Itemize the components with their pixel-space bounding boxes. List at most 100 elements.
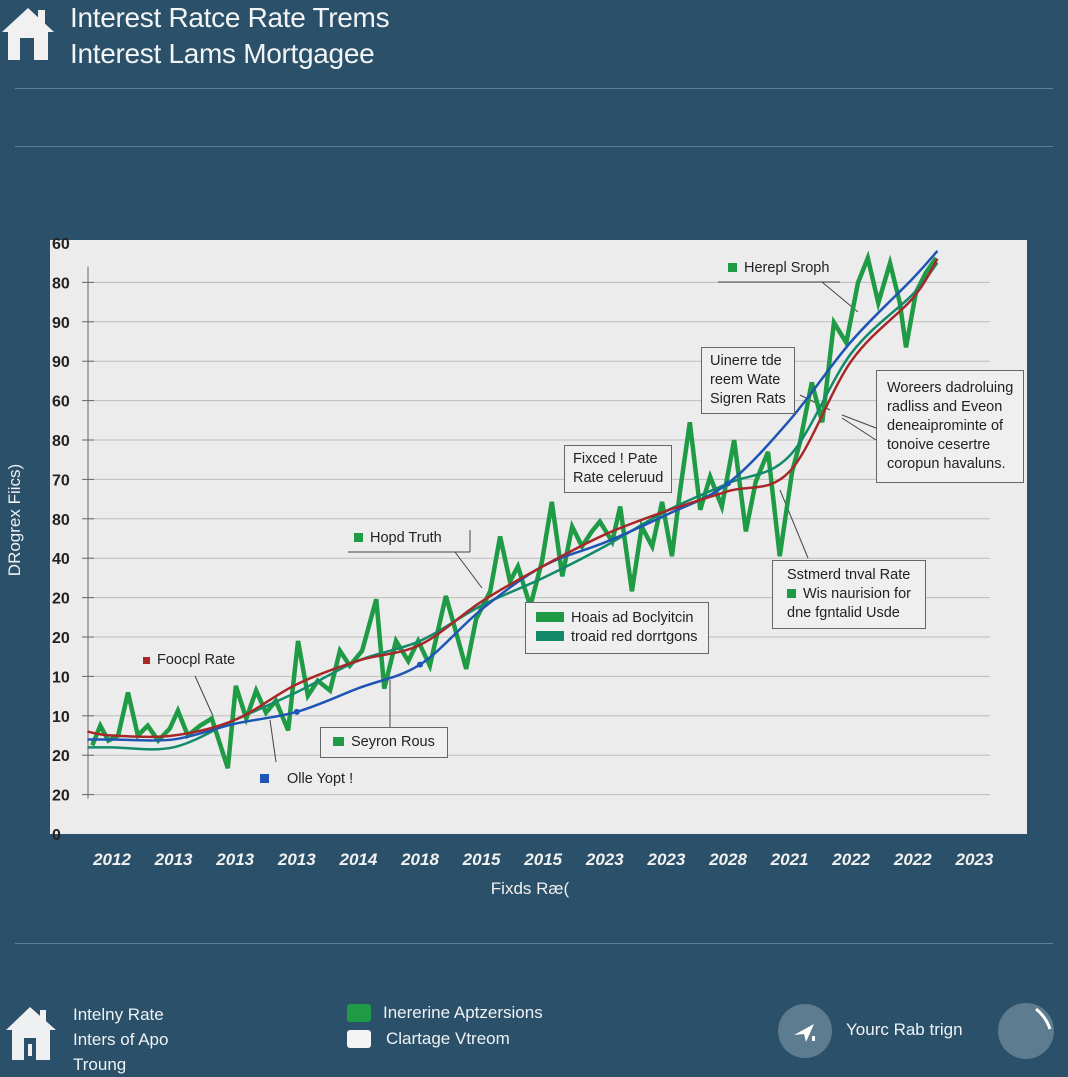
- send-icon: [794, 1024, 815, 1042]
- annotation-text: Sstmerd tnval Rate: [787, 567, 911, 583]
- divider: [15, 943, 1053, 944]
- leader-line: [841, 414, 877, 429]
- y-tick-label: 20: [52, 788, 70, 805]
- y-tick-label: 10: [52, 709, 70, 726]
- y-tick-label: 0: [52, 827, 61, 844]
- green-marker: [354, 533, 363, 542]
- y-tick-label: 10: [52, 669, 70, 686]
- annotation-text: Olle Yopt !: [287, 771, 354, 787]
- data-point: [417, 661, 423, 668]
- page-subtitle: Interest Lams Mortgagee: [70, 38, 375, 69]
- footer-text: Intelny Rate Inters of Apo Troung: [73, 1002, 168, 1077]
- annotation-text: reem Wate: [710, 372, 781, 388]
- annotation-text: deneaiprominte of: [887, 418, 1004, 434]
- legend-box: Hoais ad Boclyitcin troaid red dorrtgons: [525, 602, 709, 654]
- x-tick-label: 2018: [400, 850, 439, 869]
- annotation-seyron: Seyron Rous: [320, 727, 448, 758]
- annotation-olle: Olle Yopt !: [260, 770, 353, 789]
- y-tick-label: 90: [52, 354, 70, 371]
- legend-swatch-teal: [536, 631, 564, 641]
- y-tick-label: 70: [52, 472, 70, 489]
- y-tick-label: 80: [52, 275, 70, 292]
- annotation-foocpl: Foocpl Rate: [143, 651, 235, 670]
- legend-swatch-white: [347, 1030, 371, 1048]
- footer-line: Troung: [73, 1055, 127, 1074]
- x-tick-label: 2013: [215, 850, 254, 869]
- series-line: [90, 250, 939, 769]
- annotation-text: Wis naurision for: [803, 586, 911, 602]
- annotation-text: Fixced ! Pate: [573, 451, 658, 467]
- legend-label: Clartage Vtreom: [386, 1029, 510, 1048]
- x-tick-label: 2015: [462, 850, 501, 869]
- annotation-text: Hopd Truth: [370, 530, 442, 546]
- y-tick-label: 20: [52, 748, 70, 765]
- legend-swatch-green: [347, 1004, 371, 1022]
- x-tick-label: 2014: [338, 850, 377, 869]
- y-tick-label: 60: [52, 236, 70, 253]
- blue-marker: [260, 774, 269, 783]
- x-tick-label: 2022: [831, 850, 870, 869]
- annotation-text: tonoive cesertre: [887, 437, 991, 453]
- green-marker: [333, 737, 344, 746]
- leader-line: [779, 489, 809, 559]
- y-tick-label: 60: [52, 394, 70, 411]
- legend-label: troaid red dorrtgons: [571, 629, 698, 645]
- send-button[interactable]: [778, 1004, 832, 1058]
- x-tick-label: 2012: [92, 850, 131, 869]
- data-point: [293, 708, 300, 715]
- x-tick-label: 2015: [523, 850, 562, 869]
- data-point: [725, 480, 731, 487]
- leader-line: [841, 417, 877, 441]
- y-tick-label: 20: [52, 591, 70, 608]
- green-marker: [728, 263, 737, 272]
- legend-label: Inererine Aptzersions: [383, 1003, 543, 1022]
- divider: [15, 146, 1053, 147]
- annotation-fixed-rate: Fixced ! Pate Rate celeruud: [564, 445, 673, 493]
- annotation-herepl: Herepl Sroph: [728, 259, 829, 278]
- series-line: [87, 258, 939, 739]
- y-tick-label: 20: [52, 630, 70, 647]
- annotation-text: Uinerre tde: [710, 353, 782, 369]
- y-tick-label: 80: [52, 433, 70, 450]
- y-tick-label: 90: [52, 315, 70, 332]
- annotation-text: Rate celeruud: [573, 470, 664, 486]
- annotation-text: Sigren Rats: [710, 391, 786, 407]
- divider: [15, 88, 1053, 89]
- green-marker: [787, 589, 796, 598]
- action-label[interactable]: Yourc Rab trign: [846, 1020, 963, 1039]
- annotation-uinerre: Uinerre tde reem Wate Sigren Rats: [701, 347, 795, 414]
- annotation-text: coropun havaluns.: [887, 456, 1006, 472]
- x-tick-label: 2023: [954, 850, 993, 869]
- annotation-hopd: Hopd Truth: [354, 529, 442, 548]
- y-tick-label: 80: [52, 512, 70, 529]
- x-tick-label: 2022: [893, 850, 932, 869]
- x-tick-label: 2023: [646, 850, 685, 869]
- legend-swatch-green: [536, 612, 564, 622]
- house-icon: [4, 1004, 60, 1065]
- y-tick-label: 40: [52, 551, 70, 568]
- leader-line: [269, 719, 277, 763]
- house-icon: [0, 4, 58, 67]
- annotation-sstmerd: Sstmerd tnval Rate Wis naurision for dne…: [772, 560, 926, 629]
- footer-line: Intelny Rate: [73, 1005, 164, 1024]
- annotation-text: Herepl Sroph: [744, 260, 830, 276]
- x-tick-label: 2013: [154, 850, 193, 869]
- annotation-woreers: Woreers dadroluing radliss and Eveon den…: [876, 370, 1025, 483]
- annotation-text: Woreers dadroluing: [887, 380, 1014, 396]
- red-marker: [143, 657, 150, 664]
- annotation-text: Foocpl Rate: [157, 652, 236, 668]
- annotation-text: dne fgntalid Usde: [787, 605, 900, 621]
- x-tick-label: 2021: [770, 850, 809, 869]
- annotation-text: Seyron Rous: [351, 734, 435, 750]
- x-tick-label: 2013: [277, 850, 316, 869]
- leader-line: [454, 551, 483, 589]
- page-title: Interest Ratce Rate Trems: [70, 2, 390, 33]
- x-tick-label: 2028: [708, 850, 747, 869]
- annotation-text: radliss and Eveon: [887, 399, 1003, 415]
- x-tick-label: 2023: [585, 850, 624, 869]
- leader-line: [194, 675, 214, 717]
- x-axis-title: Fixds Ræ(: [491, 879, 570, 898]
- legend-label: Hoais ad Boclyitcin: [571, 610, 694, 626]
- loading-icon[interactable]: [998, 1003, 1054, 1059]
